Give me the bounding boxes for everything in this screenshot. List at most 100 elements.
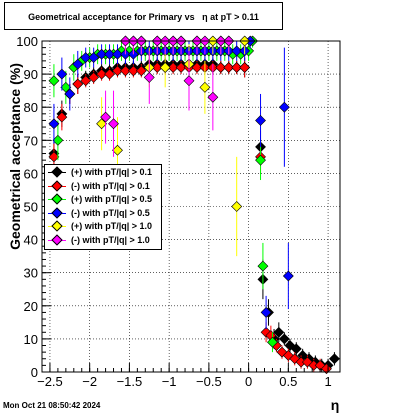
data-point (278, 333, 290, 345)
data-point (215, 62, 227, 73)
data-point (60, 81, 72, 93)
data-point (80, 52, 92, 63)
x-axis-label: η (331, 397, 340, 413)
y-tick-label: 70 (24, 133, 38, 148)
data-point (159, 62, 171, 73)
data-point (100, 111, 111, 123)
data-point (72, 78, 84, 90)
y-tick-label: 10 (24, 332, 38, 347)
data-point (48, 75, 60, 87)
axes: Geometrical acceptance (%) η −2.5 −2 −1.5 −… (7, 34, 341, 413)
data-point (167, 62, 179, 73)
data-point (191, 62, 203, 73)
x-tick-label: −2 (82, 374, 97, 389)
y-tick-label: 0 (31, 365, 38, 380)
legend-label: (+) with pT/|q| > 1.0 (71, 221, 153, 231)
plot-title: Geometrical acceptance for Primary vs η … (28, 12, 259, 22)
y-tick-label: 30 (24, 266, 38, 281)
data-point (88, 52, 100, 63)
data-point (104, 48, 115, 60)
data-point (273, 326, 285, 338)
legend-entry: (-) with pT/|q| > 1.0 (45, 233, 161, 247)
data-point (223, 62, 235, 73)
data-point (127, 65, 139, 77)
data-point (112, 48, 123, 60)
data-point (72, 58, 84, 70)
data-point (282, 270, 294, 282)
data-point (231, 62, 243, 73)
data-point (231, 45, 243, 57)
data-point (260, 306, 272, 318)
data-point (48, 118, 60, 130)
data-point (96, 118, 108, 130)
data-point (88, 71, 100, 83)
x-tick-label: 0 (245, 374, 252, 389)
legend-marker (51, 179, 63, 192)
data-point (231, 201, 243, 212)
data-point (80, 75, 92, 87)
legend-label: (-) with pT/|q| > 0.1 (71, 180, 150, 191)
legend-marker (51, 220, 63, 232)
y-tick-label: 60 (24, 166, 38, 181)
y-tick-label: 90 (24, 67, 38, 82)
legend-entry: (-) with pT/|q| > 0.5 (45, 206, 161, 220)
legend-entry: (-) with pT/|q| > 0.1 (45, 179, 161, 193)
data-point (151, 62, 163, 73)
data-point (329, 353, 340, 365)
data-point (267, 336, 278, 348)
data-point (183, 75, 195, 87)
data-point (290, 343, 302, 355)
data-point (255, 115, 266, 126)
data-point (199, 81, 211, 93)
legend-entry: (+) with pT/|q| > 0.1 (45, 166, 161, 179)
x-tick-label: −1.5 (117, 374, 143, 389)
data-point (175, 62, 187, 73)
legend-label: (-) with pT/|q| > 1.0 (71, 234, 150, 245)
data-point (96, 48, 108, 60)
datestamp: Mon Oct 21 08:50:42 2024 (3, 401, 101, 410)
data-point (104, 68, 115, 80)
x-tick-label: 0.5 (279, 374, 297, 389)
data-point (143, 71, 155, 83)
data-point (56, 111, 68, 123)
y-tick-label: 100 (16, 34, 38, 49)
data-point (207, 91, 219, 103)
data-point (135, 65, 147, 77)
x-tick-label: −1 (162, 374, 177, 389)
legend-label: (+) with pT/|q| > 0.1 (71, 167, 153, 177)
legend-label: (+) with pT/|q| > 0.5 (71, 194, 153, 204)
x-tick-label: −2.5 (37, 374, 63, 389)
x-tick-label: 1 (324, 374, 331, 389)
data-point (52, 134, 64, 146)
series--with-pt-q-0-5 (48, 35, 294, 329)
data-point (239, 62, 251, 73)
data-point (257, 260, 269, 272)
data-point (96, 68, 108, 80)
legend: (+) with pT/|q| > 0.1 (-) with pT/|q| > 0… (44, 164, 162, 250)
legend-entry: (+) with pT/|q| > 0.5 (45, 193, 161, 206)
data-point (56, 68, 68, 80)
legend-marker (51, 206, 63, 219)
x-tick-label: −0.5 (196, 374, 222, 389)
y-axis-label: Geometrical acceptance (%) (7, 63, 23, 250)
legend-label: (-) with pT/|q| > 0.5 (71, 207, 150, 218)
data-point (112, 144, 123, 156)
legend-marker (51, 233, 63, 246)
y-tick-label: 20 (24, 299, 38, 314)
legend-entry: (+) with pT/|q| > 1.0 (45, 220, 161, 233)
data-point (120, 65, 131, 77)
data-point (64, 88, 76, 100)
y-tick-label: 40 (24, 233, 38, 248)
title-box: Geometrical acceptance for Primary vs η … (4, 2, 283, 30)
data-point (278, 101, 290, 113)
data-point (112, 65, 123, 77)
legend-marker (51, 166, 63, 178)
data-point (108, 118, 119, 130)
legend-marker (51, 193, 63, 205)
y-tick-label: 50 (24, 200, 38, 215)
y-tick-label: 80 (24, 100, 38, 115)
data-point (321, 363, 332, 375)
data-point (48, 151, 60, 163)
data-point (255, 154, 266, 166)
